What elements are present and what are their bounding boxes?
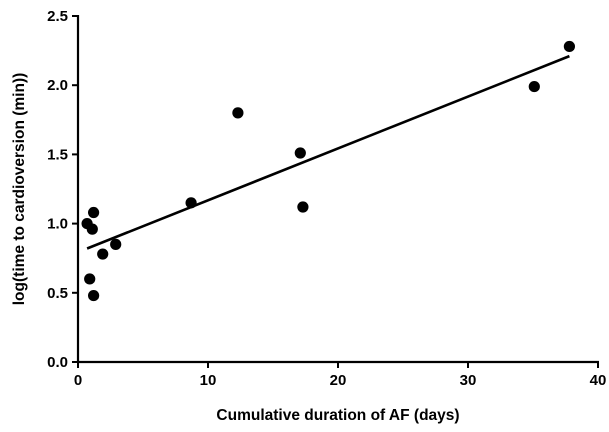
y-axis-label: log(time to cardioversion (min)) <box>11 73 28 306</box>
x-tick-label: 20 <box>330 372 347 389</box>
x-axis-ticks: 0 10 20 30 40 <box>74 362 607 389</box>
data-point <box>84 273 96 285</box>
x-tick-label: 40 <box>590 372 607 389</box>
data-point <box>185 197 197 209</box>
data-point <box>97 248 109 260</box>
data-point <box>86 223 98 235</box>
data-point <box>232 107 244 119</box>
data-point <box>528 80 540 93</box>
axes <box>76 15 599 364</box>
data-point <box>563 40 576 53</box>
data-point <box>110 238 122 250</box>
y-tick-label: 0.5 <box>47 285 68 302</box>
regression-line <box>86 54 570 250</box>
data-point <box>88 206 100 219</box>
x-axis-label: Cumulative duration of AF (days) <box>216 407 459 424</box>
y-tick-label: 2.0 <box>47 77 68 94</box>
data-point <box>297 201 309 213</box>
y-tick-label: 2.5 <box>47 8 68 25</box>
x-tick-label: 0 <box>74 372 82 389</box>
data-points <box>81 40 576 302</box>
y-tick-label: 0.0 <box>47 354 68 371</box>
data-point <box>294 147 306 159</box>
y-axis-ticks: 0.0 0.5 1.0 1.5 2.0 2.5 <box>47 8 78 371</box>
x-tick-label: 30 <box>460 372 477 389</box>
y-tick-label: 1.0 <box>47 216 68 233</box>
data-point <box>88 289 100 302</box>
x-tick-label: 10 <box>200 372 217 389</box>
y-tick-label: 1.5 <box>47 146 68 163</box>
